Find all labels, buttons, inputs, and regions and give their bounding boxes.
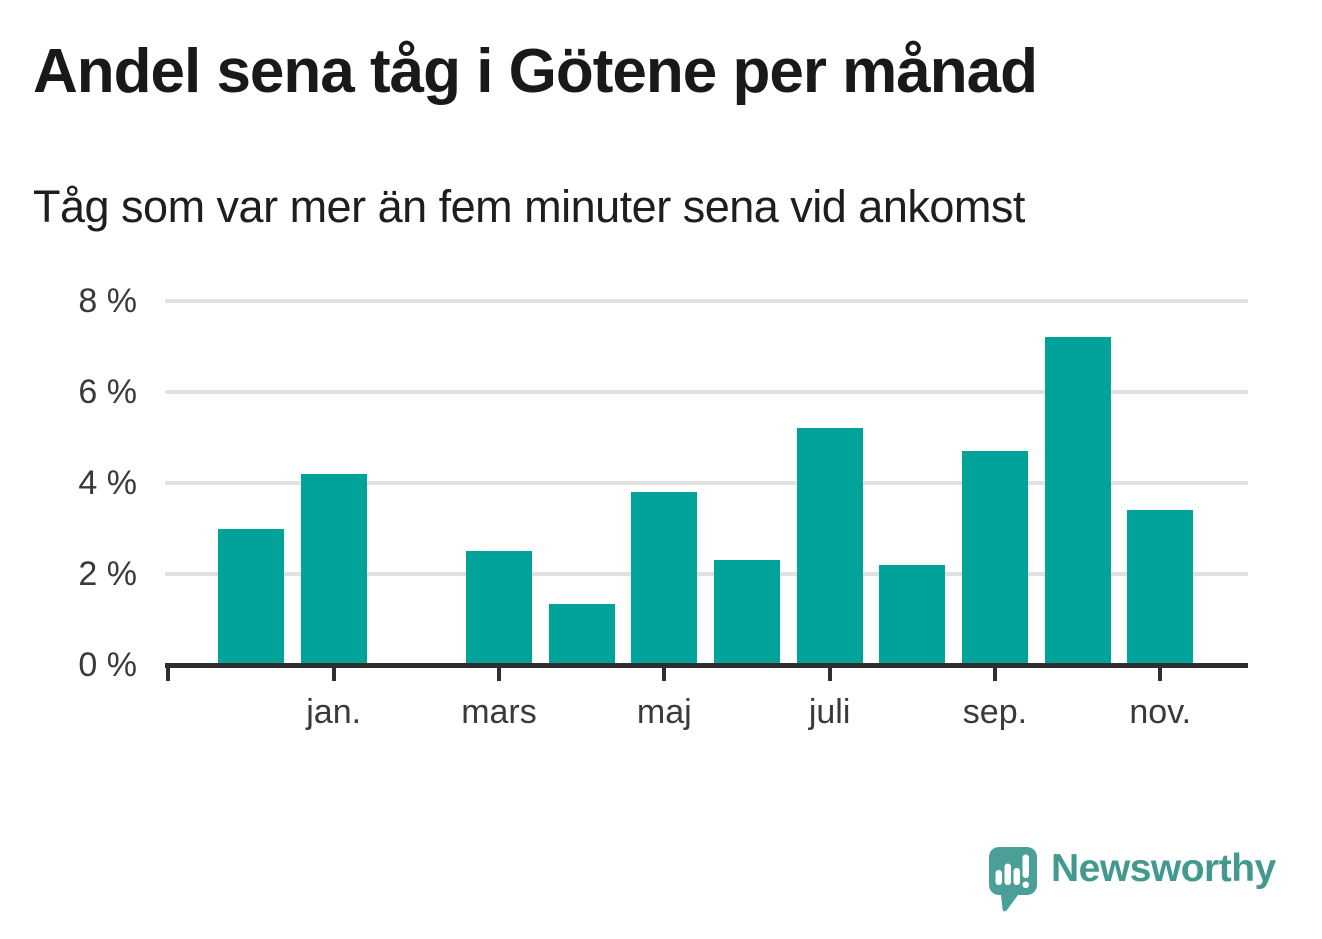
- x-axis-tick: [992, 668, 997, 681]
- bar-sep: [961, 451, 1028, 665]
- x-axis-tick: [496, 668, 501, 681]
- logo-exclamation-bar: [1022, 854, 1029, 878]
- newsworthy-logo-text: Newsworthy: [1051, 847, 1276, 890]
- x-axis-tick-label-mars: mars: [461, 693, 537, 731]
- chart-title: Andel sena tåg i Götene per månad: [33, 37, 1038, 106]
- bar-dec: [218, 528, 284, 665]
- y-gridline-6pct: [165, 390, 1248, 394]
- bar-nov: [1127, 510, 1194, 665]
- logo-bar-medium: [1013, 868, 1020, 885]
- bar-okt: [1044, 337, 1111, 665]
- logo-bar-tall: [1004, 863, 1011, 885]
- logo-exclamation-dot: [1022, 881, 1029, 888]
- bar-apr: [548, 603, 615, 665]
- x-axis-tick: [1158, 668, 1163, 681]
- y-axis-tick-label: 2 %: [78, 555, 137, 593]
- newsworthy-logo: Newsworthy: [988, 846, 1276, 913]
- x-axis-tick-label-sep: sep.: [962, 693, 1028, 731]
- y-axis-tick-label: 8 %: [78, 282, 137, 320]
- bar-mars: [465, 551, 532, 665]
- x-axis-tick-label-jan: jan.: [306, 693, 362, 731]
- y-gridline-2pct: [165, 572, 1248, 576]
- logo-bar-short: [995, 870, 1002, 885]
- bar-aug: [879, 564, 946, 665]
- x-axis-tick: [331, 668, 336, 681]
- y-axis-tick-label: 6 %: [78, 373, 137, 411]
- y-gridline-8pct: [165, 299, 1248, 303]
- x-axis-tick-label-maj: maj: [636, 693, 692, 731]
- x-axis-tick-label-juli: juli: [808, 693, 851, 731]
- bar-juli: [796, 428, 863, 665]
- y-axis-tick-label: 0 %: [78, 646, 137, 684]
- bar-jan: [300, 473, 367, 665]
- x-axis-tick: [827, 668, 832, 681]
- newsworthy-speech-bubble-bar-chart-icon: [989, 847, 1037, 912]
- y-axis-tick-label: 4 %: [78, 464, 137, 502]
- x-axis-tick: [166, 668, 171, 681]
- chart-subtitle: Tåg som var mer än fem minuter sena vid …: [33, 181, 1025, 232]
- bar-maj: [631, 492, 698, 665]
- x-axis-tick-label-nov: nov.: [1129, 693, 1192, 731]
- x-axis-line: [165, 663, 1248, 668]
- y-gridline-4pct: [165, 481, 1248, 485]
- bar-juni: [713, 560, 780, 665]
- x-axis-tick: [662, 668, 667, 681]
